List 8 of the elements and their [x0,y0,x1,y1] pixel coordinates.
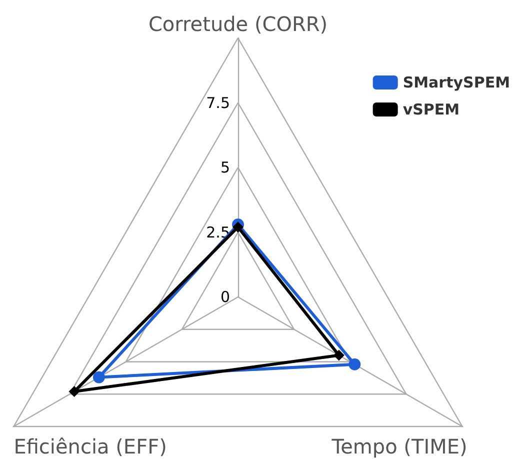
y-tick-label: 0 [220,288,230,306]
spoke-label: Eficiência (EFF) [14,434,167,458]
spoke-label: Corretude (CORR) [148,12,328,36]
spoke-label: Tempo (TIME) [330,434,468,458]
legend-label: SMartySPEM [402,74,510,92]
legend-label: vSPEM [402,100,460,118]
y-tick-label: 5 [220,158,230,176]
y-tick-label: 7.5 [206,94,230,112]
